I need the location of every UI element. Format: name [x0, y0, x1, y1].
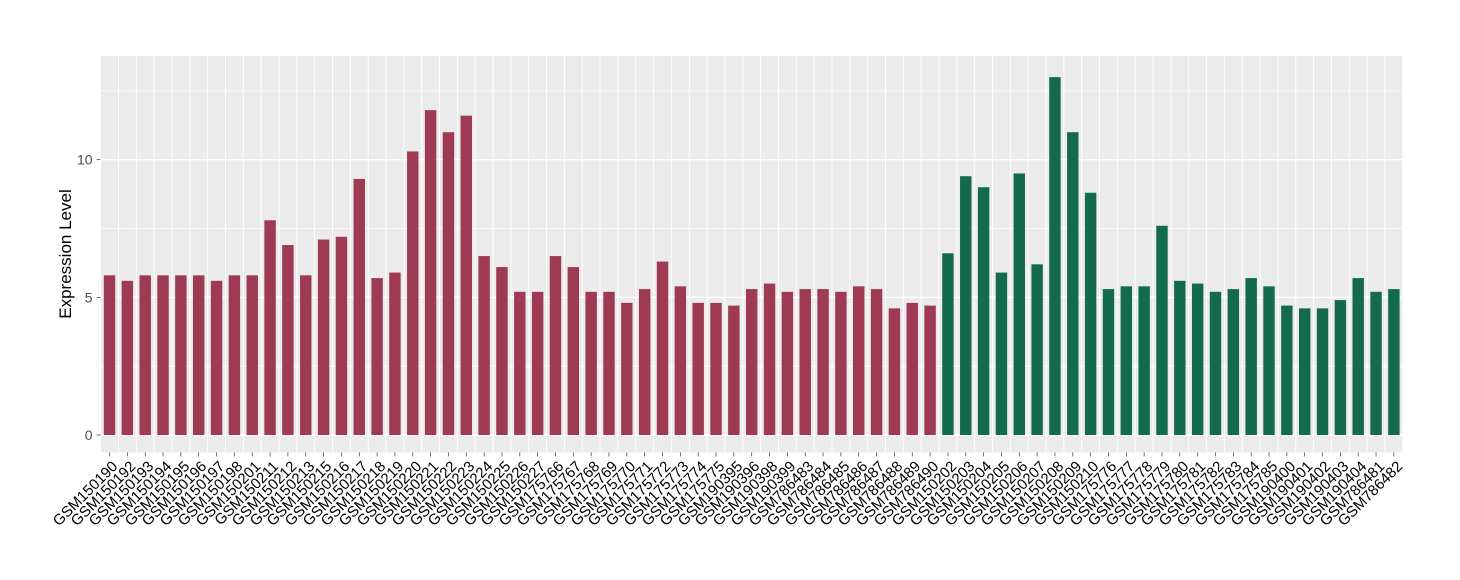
svg-text:0: 0: [85, 427, 93, 443]
svg-text:5: 5: [85, 289, 93, 305]
svg-text:10: 10: [77, 152, 93, 168]
